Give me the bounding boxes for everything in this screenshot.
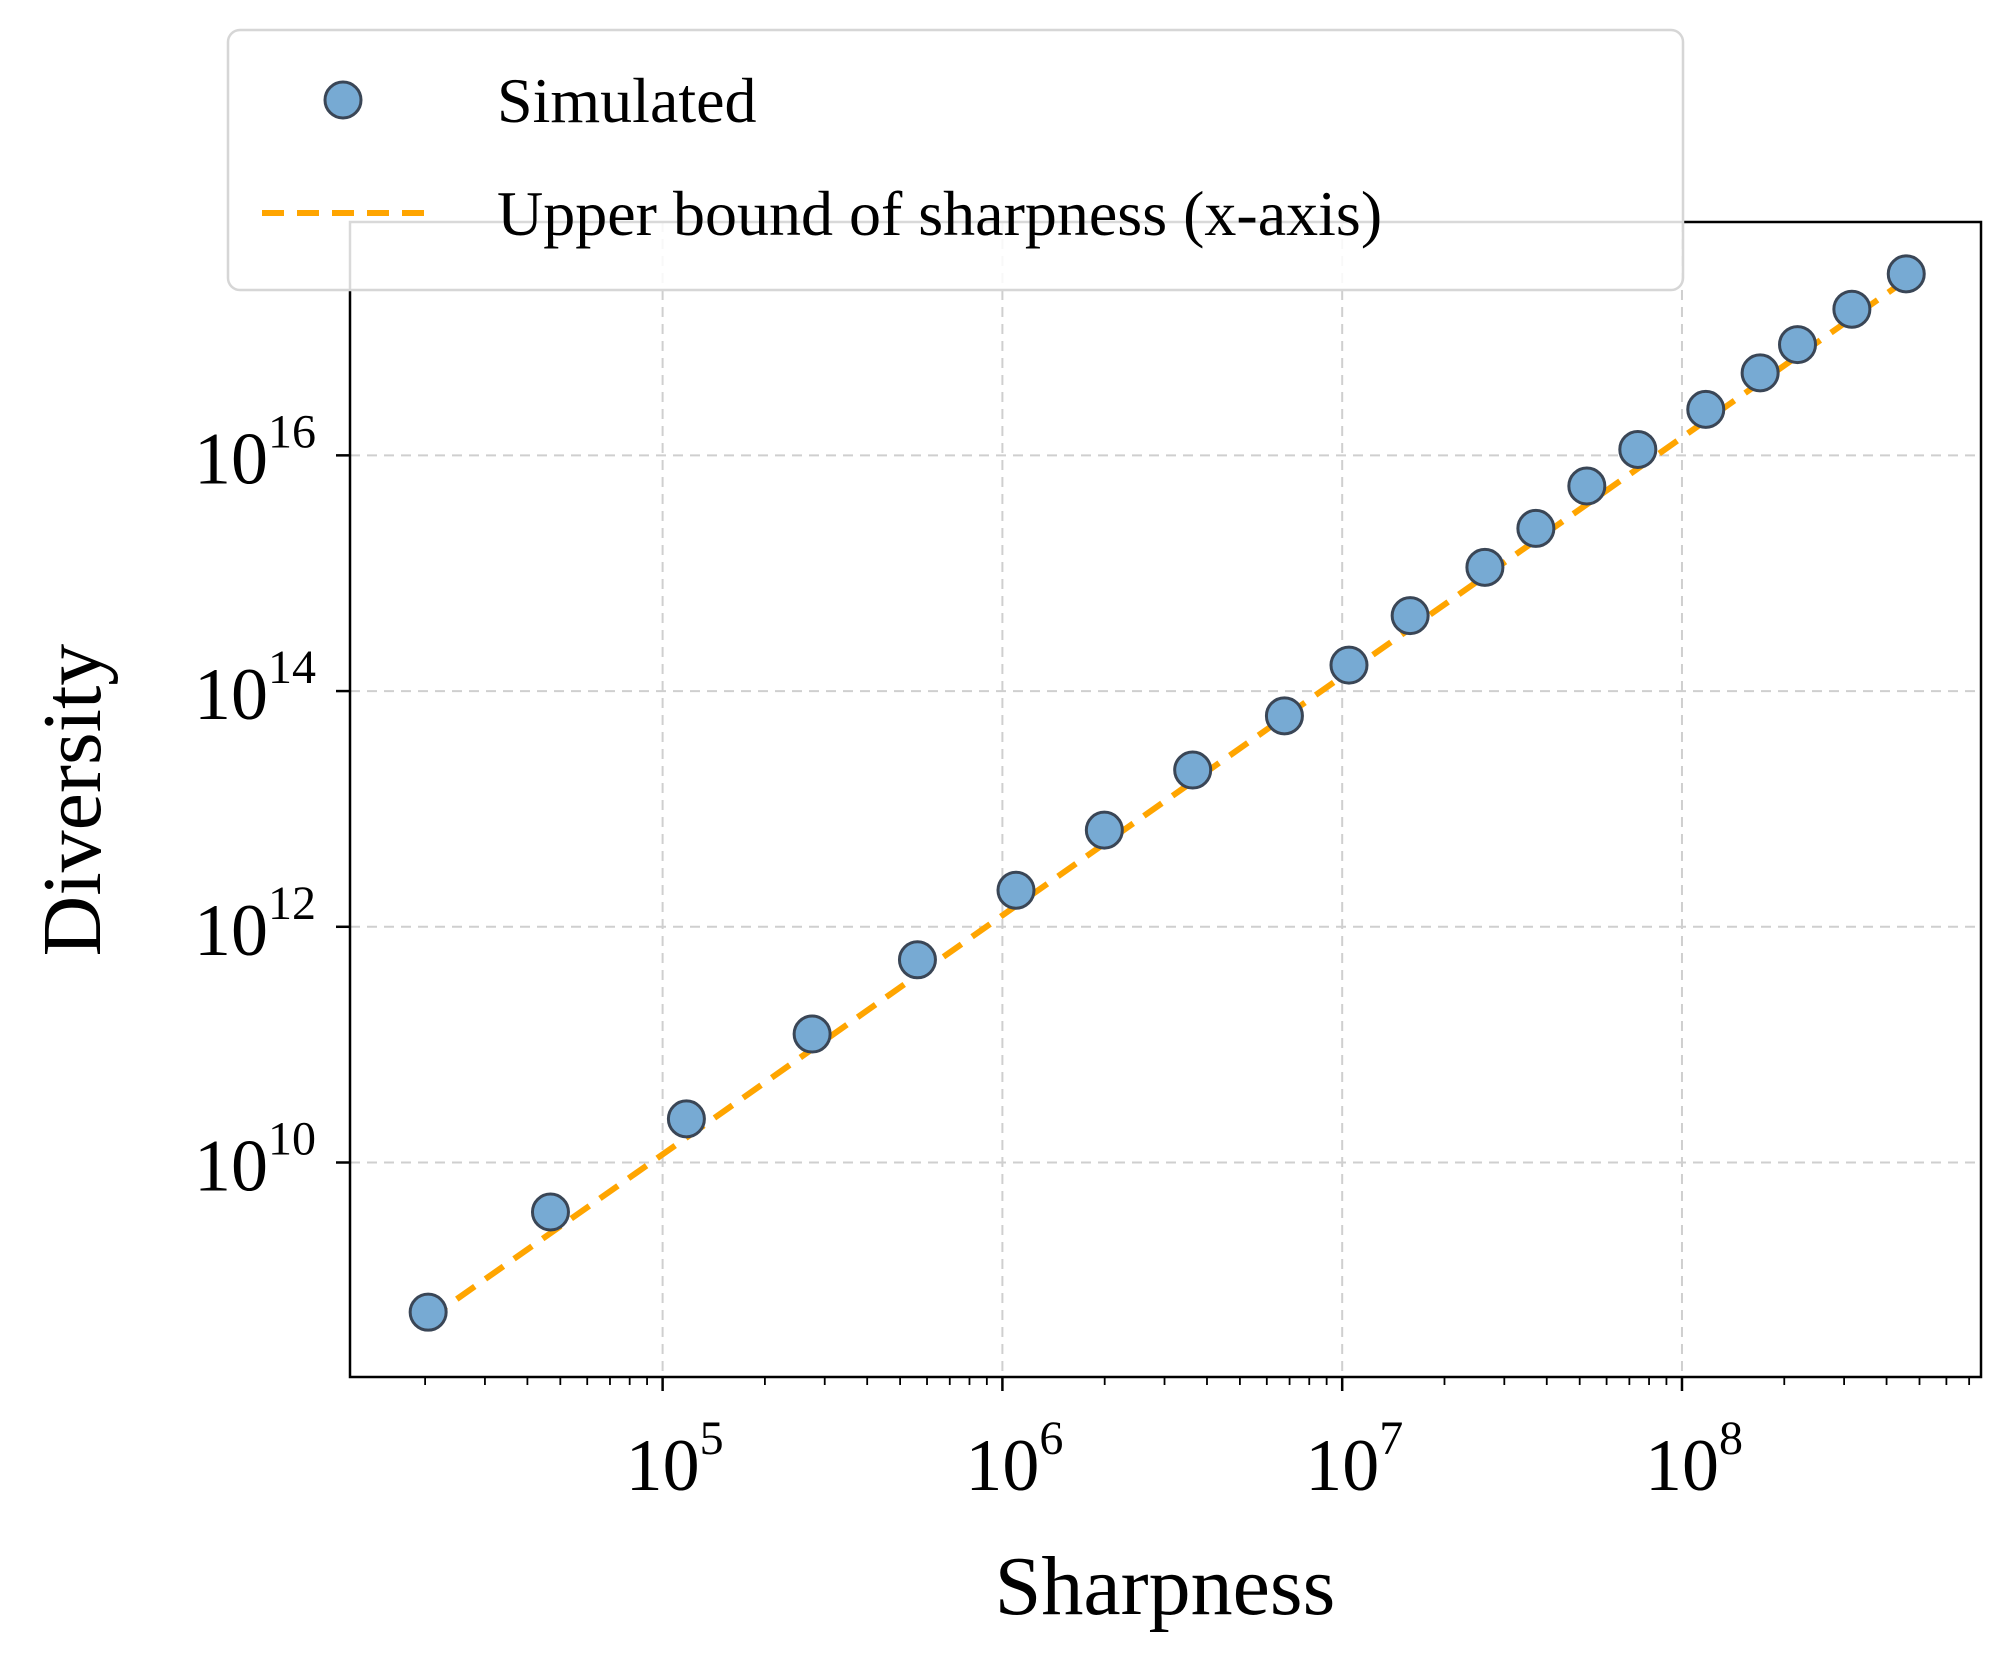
- data-point: [897, 940, 937, 980]
- data-point: [1686, 389, 1726, 429]
- legend-marker-simulated: [323, 80, 363, 120]
- data-point: [1390, 596, 1430, 636]
- data-point: [1618, 429, 1658, 469]
- data-point: [1465, 547, 1505, 587]
- upper-bound-line: [426, 277, 1908, 1322]
- data-point: [996, 870, 1036, 910]
- data-point: [666, 1099, 706, 1139]
- x-tick-label: 105: [626, 1412, 724, 1507]
- y-tick-label: 1014: [194, 641, 316, 736]
- y-tick-label: 1010: [194, 1113, 316, 1208]
- x-tick-label: 108: [1645, 1412, 1743, 1507]
- legend-label-upper-bound: Upper bound of sharpness (x-axis): [497, 178, 1382, 249]
- data-point: [530, 1192, 570, 1232]
- data-point: [1740, 353, 1780, 393]
- legend: Simulated Upper bound of sharpness (x-ax…: [226, 28, 1685, 292]
- data-point: [1778, 325, 1818, 365]
- data-point: [792, 1014, 832, 1054]
- grid-lines: [350, 222, 1981, 1377]
- major-ticks: [336, 454, 1684, 1391]
- y-tick-labels: 1010 1012 1014 1016: [194, 405, 316, 1207]
- x-tick-label: 106: [965, 1412, 1063, 1507]
- x-tick-labels: 105 106 107 108: [626, 1412, 1743, 1507]
- data-point: [1886, 254, 1926, 294]
- data-point: [1084, 810, 1124, 850]
- data-point: [1832, 289, 1872, 329]
- data-point: [1173, 750, 1213, 790]
- data-point: [1567, 466, 1607, 506]
- plot-area: [348, 220, 1983, 1379]
- x-tick-label: 107: [1305, 1412, 1403, 1507]
- simulated-series: [408, 254, 1926, 1332]
- minor-ticks: [424, 1377, 1971, 1385]
- y-axis-title: Diversity: [26, 644, 119, 957]
- y-tick-label: 1012: [194, 877, 316, 972]
- y-tick-label: 1016: [194, 405, 316, 500]
- data-point: [1264, 696, 1304, 736]
- legend-label-simulated: Simulated: [497, 65, 757, 136]
- data-point: [408, 1292, 448, 1332]
- x-axis-title: Sharpness: [995, 1540, 1336, 1633]
- upper-bound-series: [426, 277, 1908, 1322]
- data-point: [1329, 645, 1369, 685]
- legend-box: [226, 28, 1685, 292]
- data-point: [1516, 508, 1556, 548]
